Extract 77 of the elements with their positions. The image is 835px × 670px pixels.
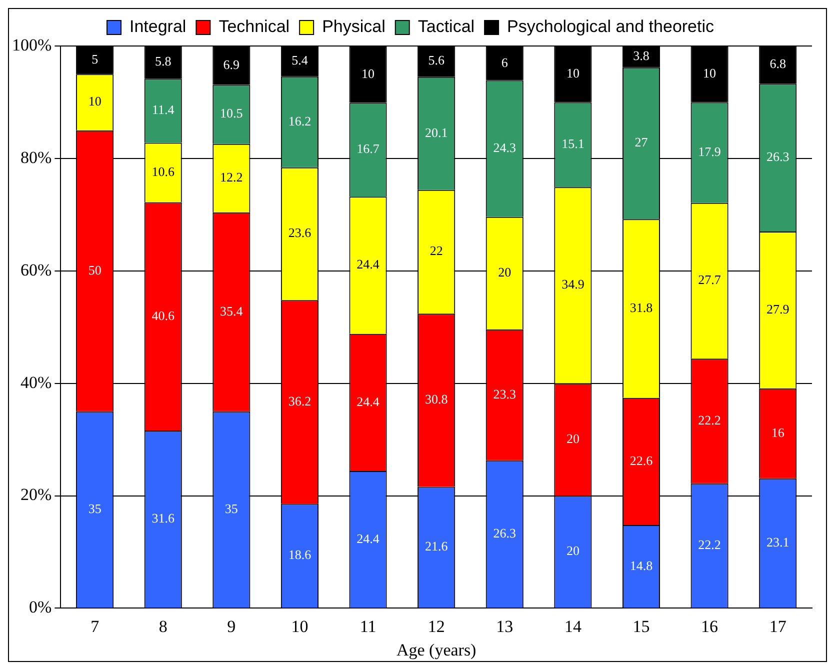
data-label: 23.1 [766, 534, 790, 550]
data-label: 16.7 [356, 141, 380, 156]
data-label: 3.8 [633, 48, 650, 64]
data-label: 21.6 [424, 538, 448, 554]
x-tick-label: 15 [632, 616, 650, 636]
data-label: 34.9 [562, 276, 584, 292]
data-label: 22 [430, 243, 443, 258]
data-label: 35 [224, 500, 238, 516]
legend-label: Tactical [418, 17, 475, 36]
data-label: 22.6 [630, 452, 654, 468]
data-label: 31.6 [152, 510, 175, 526]
data-label: 27.9 [766, 301, 790, 316]
x-tick-label: 8 [158, 616, 168, 636]
data-label: 20 [566, 543, 580, 558]
data-label: 26.3 [493, 525, 516, 540]
data-label: 6.8 [770, 56, 786, 71]
data-label: 10.5 [220, 106, 243, 121]
x-tick-label: 11 [360, 616, 376, 636]
data-label: 27 [634, 134, 648, 150]
data-label: 22.2 [698, 412, 721, 428]
data-label: 50 [88, 262, 102, 278]
data-label: 5.6 [428, 52, 445, 68]
y-tick-label: 80% [20, 148, 52, 167]
data-label: 22.2 [698, 536, 721, 552]
legend-label: Physical [322, 17, 386, 36]
x-tick-label: 17 [769, 616, 787, 636]
y-tick-label: 60% [20, 260, 52, 280]
y-tick-label: 100% [12, 35, 52, 54]
data-label: 10.6 [152, 164, 175, 179]
x-tick-label: 7 [90, 616, 100, 636]
data-label: 35 [88, 500, 102, 516]
data-label: 20 [498, 264, 512, 280]
x-tick-label: 13 [496, 616, 514, 636]
legend-label: Integral [129, 17, 186, 36]
data-label: 16.2 [288, 113, 312, 128]
data-label: 40.6 [152, 308, 175, 323]
data-label: 31.8 [630, 300, 653, 315]
x-tick-label: 16 [701, 616, 718, 636]
data-label: 30.8 [424, 392, 448, 407]
data-label: 5 [92, 51, 98, 66]
data-label: 36.2 [288, 393, 312, 408]
data-label: 6.9 [223, 56, 240, 72]
x-tick-label: 12 [428, 616, 445, 636]
data-label: 11.4 [152, 102, 175, 118]
data-label: 35.4 [220, 303, 244, 318]
data-label: 24.4 [356, 394, 380, 409]
data-label: 18.6 [288, 547, 312, 562]
x-tick-label: 14 [564, 616, 582, 636]
data-label: 17.9 [698, 144, 721, 159]
data-label: 27.7 [698, 272, 722, 288]
legend-label: Psychological and theoretic [507, 17, 715, 36]
data-label: 14.8 [630, 558, 653, 573]
data-label: 23.6 [288, 225, 312, 240]
data-label: 24.4 [356, 530, 380, 546]
data-label: 20 [566, 430, 580, 446]
data-label: 16 [771, 424, 785, 440]
data-label: 26.3 [766, 149, 790, 164]
data-label: 5.4 [292, 52, 308, 68]
x-axis-title: Age (years) [396, 640, 476, 660]
y-tick-label: 20% [20, 485, 52, 504]
data-label: 15.1 [562, 136, 584, 152]
x-tick-label: 10 [291, 616, 308, 636]
data-label: 20.1 [424, 124, 448, 140]
x-tick-label: 9 [227, 616, 236, 636]
data-label: 10 [566, 66, 580, 81]
data-label: 5.8 [154, 54, 172, 69]
data-label: 24.4 [356, 256, 380, 272]
data-label: 10 [703, 66, 716, 81]
data-label: 12.2 [220, 170, 243, 185]
y-tick-label: 40% [20, 372, 52, 392]
data-label: 10 [362, 66, 375, 82]
legend-label: Technical [218, 17, 290, 36]
y-tick-label: 0% [28, 598, 52, 617]
data-label: 24.3 [493, 140, 516, 156]
data-label: 10 [88, 94, 102, 109]
data-label: 6 [501, 54, 508, 70]
data-label: 23.3 [493, 386, 516, 402]
